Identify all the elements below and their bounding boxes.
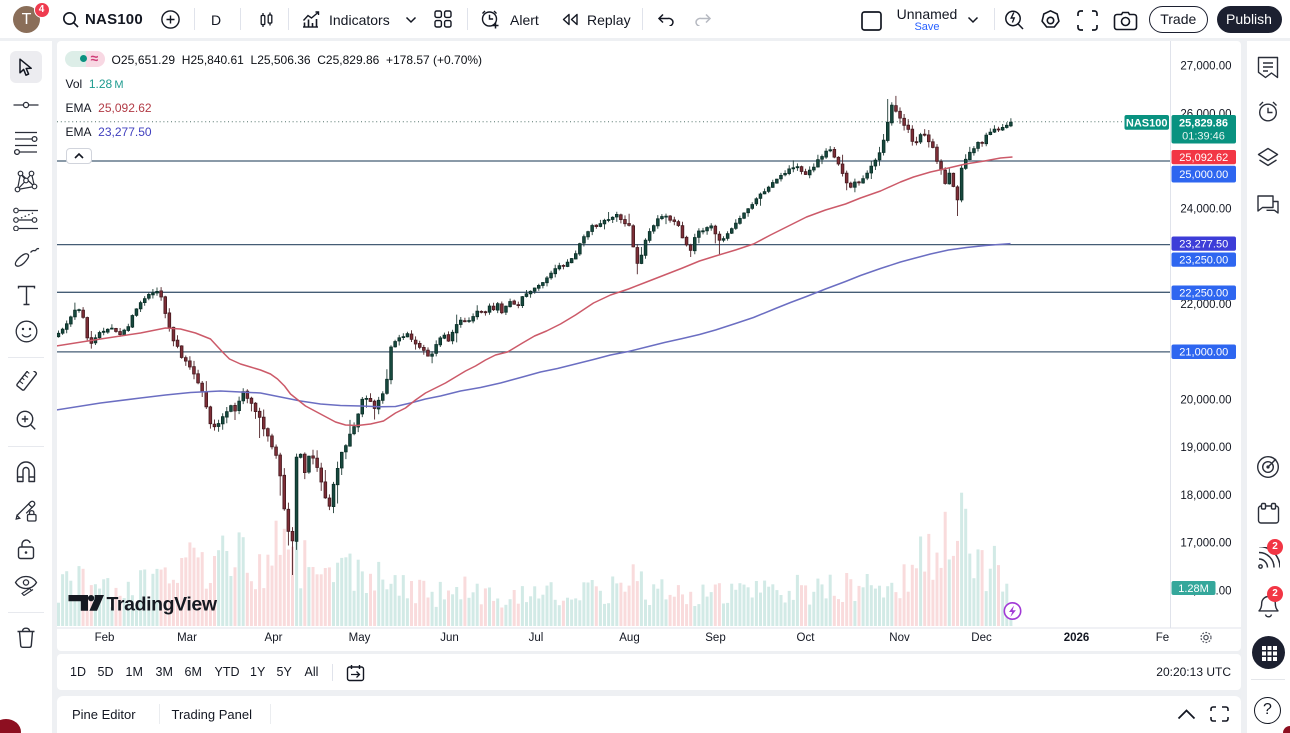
svg-text:23,277.50: 23,277.50: [1179, 238, 1228, 250]
svg-text:17,000.00: 17,000.00: [1180, 538, 1231, 550]
svg-text:23,250.00: 23,250.00: [1179, 254, 1228, 266]
svg-text:Jul: Jul: [528, 632, 543, 644]
svg-text:21,000.00: 21,000.00: [1179, 347, 1228, 359]
svg-text:24,000.00: 24,000.00: [1180, 204, 1231, 216]
svg-text:25,829.86: 25,829.86: [1179, 118, 1228, 130]
svg-text:2026: 2026: [1063, 632, 1089, 644]
svg-text:25,000.00: 25,000.00: [1179, 169, 1228, 181]
svg-text:18,000.00: 18,000.00: [1180, 490, 1231, 502]
svg-text:Sep: Sep: [705, 632, 725, 644]
svg-text:19,000.00: 19,000.00: [1180, 442, 1231, 454]
svg-text:1.28M: 1.28M: [1178, 583, 1209, 595]
svg-text:20,000.00: 20,000.00: [1180, 395, 1231, 407]
svg-text:May: May: [348, 632, 370, 644]
svg-text:Aug: Aug: [619, 632, 639, 644]
svg-text:27,000.00: 27,000.00: [1180, 61, 1231, 73]
svg-text:22,000.00: 22,000.00: [1180, 299, 1231, 311]
svg-text:Fe: Fe: [1155, 632, 1168, 644]
svg-text:Apr: Apr: [264, 632, 282, 644]
svg-text:25,092.62: 25,092.62: [1179, 152, 1228, 164]
svg-text:Mar: Mar: [177, 632, 197, 644]
svg-text:Nov: Nov: [889, 632, 910, 644]
svg-text:Dec: Dec: [971, 632, 992, 644]
svg-text:01:39:46: 01:39:46: [1182, 131, 1225, 143]
svg-text:22,250.00: 22,250.00: [1179, 288, 1228, 300]
svg-text:Feb: Feb: [94, 632, 114, 644]
svg-text:TradingView: TradingView: [106, 594, 217, 616]
svg-text:Oct: Oct: [796, 632, 815, 644]
svg-text:Jun: Jun: [440, 632, 459, 644]
svg-text:NAS100: NAS100: [1125, 118, 1167, 130]
